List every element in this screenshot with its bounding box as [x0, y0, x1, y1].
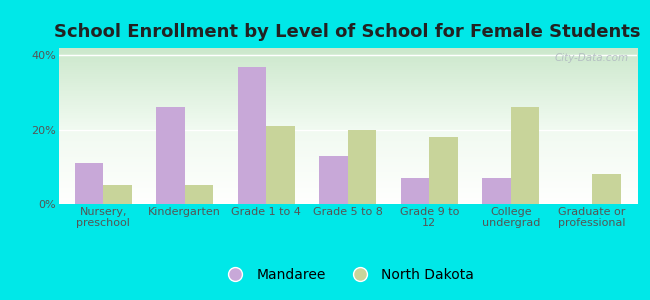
Bar	[400, 178, 429, 204]
Bar	[156, 107, 185, 204]
Bar	[75, 163, 103, 204]
Bar	[429, 137, 458, 204]
Bar	[348, 130, 376, 204]
Title: School Enrollment by Level of School for Female Students: School Enrollment by Level of School for…	[55, 23, 641, 41]
Bar	[319, 156, 348, 204]
Bar	[266, 126, 295, 204]
Bar	[511, 107, 540, 204]
Text: City-Data.com: City-Data.com	[554, 53, 629, 63]
Bar	[185, 185, 213, 204]
Bar	[103, 185, 132, 204]
Bar	[482, 178, 511, 204]
Legend: Mandaree, North Dakota: Mandaree, North Dakota	[216, 262, 480, 287]
Bar	[238, 67, 266, 204]
Bar	[592, 174, 621, 204]
